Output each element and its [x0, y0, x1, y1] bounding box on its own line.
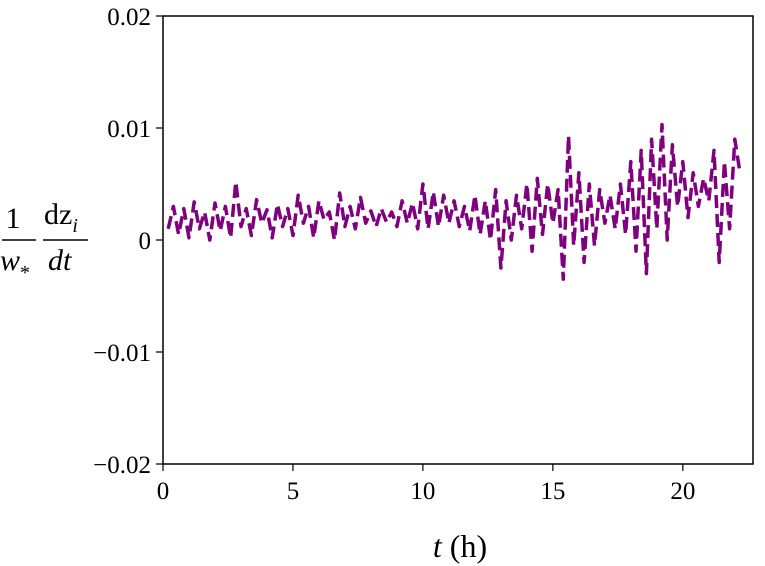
- series-line-0: [166, 122, 742, 281]
- y-label-numerator-2-sub: i: [72, 215, 78, 237]
- y-label-numerator-1: 1: [6, 202, 21, 235]
- y-tick-label: −0.02: [93, 452, 151, 479]
- y-tick-label: 0: [139, 228, 152, 255]
- ticks: 0 5 10 15 20 0.02 0.01 0 −0.01 −0.02: [93, 4, 695, 505]
- y-tick-label: 0.02: [107, 4, 151, 31]
- x-tick-label: 15: [540, 478, 565, 505]
- svg-text:w*: w*: [0, 244, 30, 284]
- y-axis-label: 1 w* dzi dt: [0, 198, 88, 284]
- y-label-numerator-2: dz: [44, 198, 72, 231]
- y-tick-label: 0.01: [107, 116, 151, 143]
- x-tick-label: 10: [410, 478, 435, 505]
- y-label-denominator-1: w: [0, 244, 20, 277]
- x-axis-label: t (h): [433, 528, 487, 564]
- y-label-denominator-2: dt: [48, 244, 72, 277]
- y-tick-label: −0.01: [93, 340, 151, 367]
- plot-frame: [162, 15, 754, 465]
- plot-lines: [166, 122, 742, 281]
- x-axis-unit: (h): [442, 528, 487, 564]
- svg-text:dt: dt: [48, 244, 72, 277]
- x-axis-variable: t: [433, 528, 443, 564]
- x-tick-label: 20: [670, 478, 695, 505]
- svg-text:dzi: dzi: [44, 198, 78, 237]
- x-tick-label: 0: [157, 478, 170, 505]
- x-tick-label: 5: [287, 478, 300, 505]
- y-label-denominator-1-sub: *: [20, 262, 30, 284]
